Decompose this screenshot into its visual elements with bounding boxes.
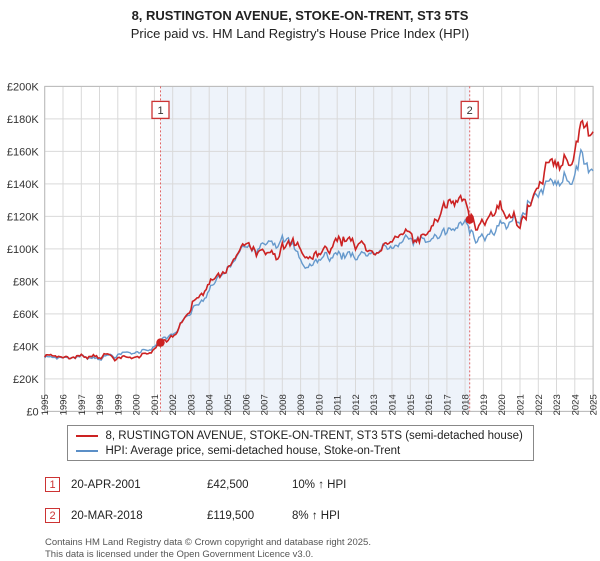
svg-text:2017: 2017 [442, 394, 453, 415]
svg-text:£120K: £120K [7, 211, 39, 223]
svg-text:2024: 2024 [570, 394, 581, 415]
svg-text:2002: 2002 [168, 394, 179, 415]
svg-text:2003: 2003 [186, 394, 197, 415]
svg-text:2016: 2016 [424, 394, 435, 415]
svg-text:£160K: £160K [7, 146, 39, 158]
svg-text:2001: 2001 [150, 394, 161, 415]
svg-text:2019: 2019 [479, 394, 490, 415]
svg-text:£100K: £100K [7, 244, 39, 256]
svg-text:2014: 2014 [388, 394, 399, 415]
svg-text:2006: 2006 [241, 394, 252, 415]
svg-text:2013: 2013 [369, 394, 380, 415]
svg-text:2011: 2011 [333, 395, 344, 415]
svg-text:2: 2 [467, 105, 473, 117]
svg-text:2009: 2009 [296, 394, 307, 415]
svg-text:2005: 2005 [223, 394, 234, 415]
svg-text:2012: 2012 [351, 394, 362, 415]
svg-text:2021: 2021 [516, 394, 527, 415]
svg-text:£140K: £140K [7, 179, 39, 191]
svg-text:2010: 2010 [314, 394, 325, 415]
svg-text:£80K: £80K [13, 276, 39, 288]
svg-text:2004: 2004 [205, 394, 216, 415]
svg-text:£20K: £20K [13, 374, 39, 386]
svg-text:1997: 1997 [77, 394, 88, 415]
svg-text:2022: 2022 [534, 394, 545, 415]
svg-text:2020: 2020 [497, 394, 508, 415]
svg-text:2023: 2023 [552, 394, 563, 415]
svg-text:2000: 2000 [132, 394, 143, 415]
svg-text:1: 1 [157, 105, 163, 117]
svg-text:1995: 1995 [40, 394, 51, 415]
svg-text:£60K: £60K [13, 309, 39, 321]
svg-text:2018: 2018 [461, 394, 472, 415]
svg-text:2007: 2007 [260, 394, 271, 415]
svg-text:£40K: £40K [13, 341, 39, 353]
svg-text:£0: £0 [26, 406, 38, 418]
svg-text:2015: 2015 [406, 394, 417, 415]
svg-text:1998: 1998 [95, 394, 106, 415]
svg-text:1999: 1999 [113, 394, 124, 415]
svg-text:£200K: £200K [7, 81, 39, 93]
svg-text:1996: 1996 [59, 394, 70, 415]
svg-text:2025: 2025 [589, 394, 600, 415]
svg-text:2008: 2008 [278, 394, 289, 415]
svg-text:£180K: £180K [7, 114, 39, 126]
